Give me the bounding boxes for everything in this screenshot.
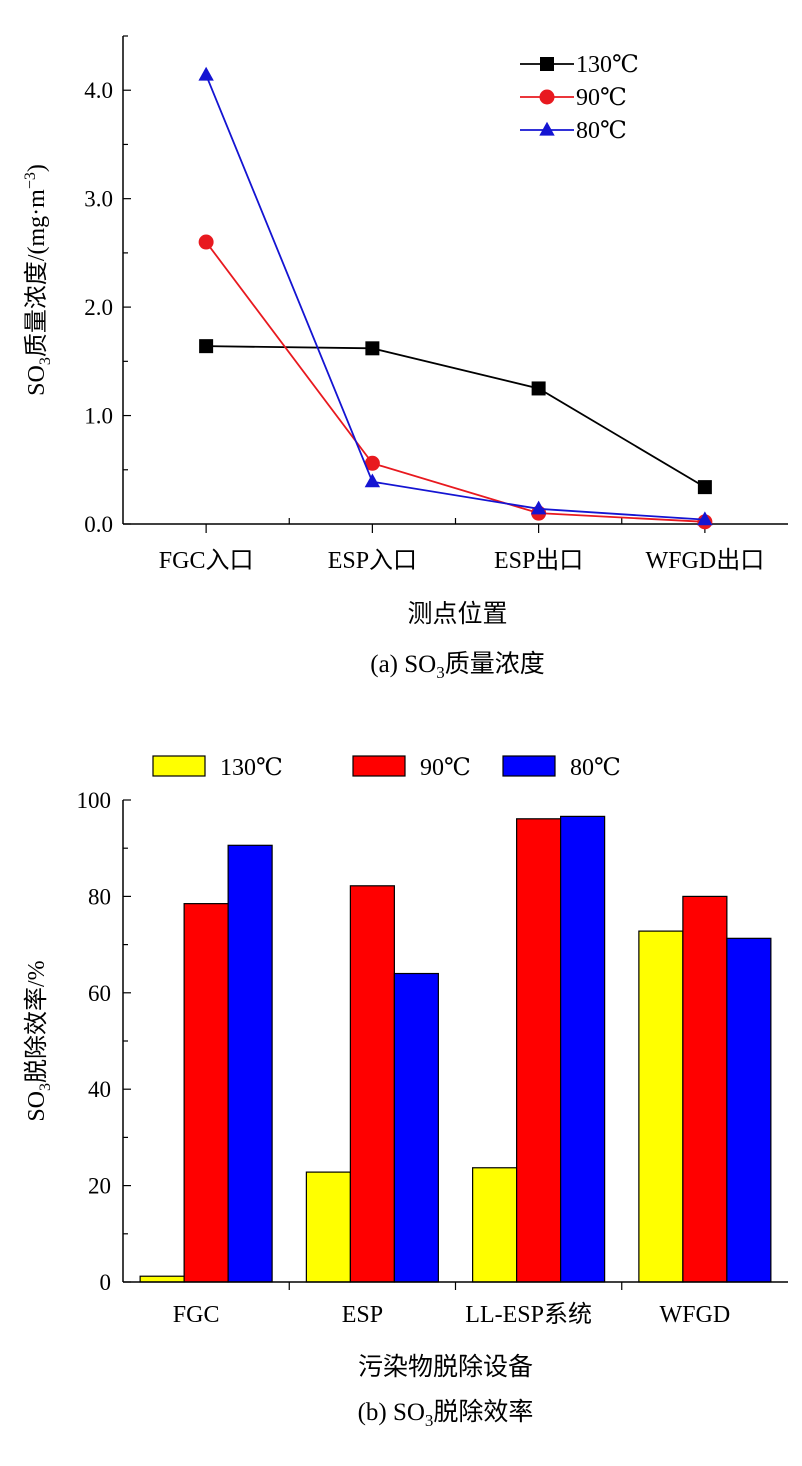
x-tick-label-a: WFGD出口 xyxy=(646,547,765,574)
data-point-0-3 xyxy=(697,480,712,495)
bar-1-1 xyxy=(349,885,395,1283)
data-point-2-2 xyxy=(530,500,547,515)
x-axis-label-b: 污染物脱除设备 xyxy=(358,1353,533,1381)
data-point-2-3 xyxy=(697,511,713,526)
data-point-2-0 xyxy=(198,66,214,81)
series-line-2 xyxy=(205,74,705,521)
bar-2-0 xyxy=(227,844,273,1283)
legend-label-a-1: 90℃ xyxy=(576,85,627,111)
bar-2-3 xyxy=(726,937,772,1283)
chart-a-concentration: 0.0 1.0 2.0 3.0 4.0 FGC入口 ESP入口 ESP出口 WFGD出口 SO3质… xyxy=(22,35,788,682)
data-point-1-0 xyxy=(198,234,214,250)
bar-0-1 xyxy=(305,1171,351,1283)
y-tick-label-b: 100 xyxy=(77,788,112,813)
bar-0-2 xyxy=(472,1167,518,1283)
x-tick-label-b: ESP xyxy=(342,1302,383,1328)
legend-label-b-0: 130℃ xyxy=(220,755,283,781)
bar-1-3 xyxy=(682,895,728,1283)
legend-marker-a-2 xyxy=(539,121,555,136)
bar-2-1 xyxy=(393,972,439,1283)
x-tick-label-b: WFGD xyxy=(660,1302,731,1328)
x-tick-label-a: FGC入口 xyxy=(159,548,254,574)
y-tick-label-b: 20 xyxy=(88,1174,111,1199)
x-tick-label-b: FGC xyxy=(173,1302,220,1328)
bar-2-2 xyxy=(560,815,606,1283)
bar-0-0 xyxy=(139,1275,185,1283)
bar-1-0 xyxy=(183,903,229,1283)
y-tick-label-b: 80 xyxy=(88,884,111,909)
bar-0-3 xyxy=(638,930,684,1283)
y-axis-label-b: SO3脱除效率/% xyxy=(23,960,54,1121)
data-point-0-2 xyxy=(531,381,546,396)
data-point-1-1 xyxy=(364,455,380,471)
y-tick-label-b: 0 xyxy=(100,1270,112,1295)
y-tick-label-a: 0.0 xyxy=(84,512,113,537)
y-tick-label-a: 1.0 xyxy=(84,404,113,429)
legend-swatch-b-0 xyxy=(152,755,206,777)
data-point-0-0 xyxy=(199,339,214,354)
legend-label-b-2: 80℃ xyxy=(570,755,621,781)
chart-b-removal-efficiency: 0 20 40 60 80 100 FGC ESP LL-ESP系统 WFGD SO3脱除效率/% 污… xyxy=(23,755,788,1430)
y-tick-label-b: 60 xyxy=(88,981,111,1006)
x-tick-label-b: LL-ESP系统 xyxy=(465,1301,592,1328)
data-point-2-1 xyxy=(364,473,381,488)
x-tick-label-a: ESP出口 xyxy=(494,547,583,574)
x-axis-label-a: 测点位置 xyxy=(407,600,507,628)
legend-label-b-1: 90℃ xyxy=(420,755,471,781)
legend-marker-a-0 xyxy=(540,57,554,71)
y-tick-label-b: 40 xyxy=(88,1077,111,1102)
series-line-1 xyxy=(205,241,705,523)
x-tick-label-a: ESP入口 xyxy=(328,548,417,574)
bar-1-2 xyxy=(516,818,562,1283)
legend-swatch-b-2 xyxy=(502,755,556,777)
y-axis-label-a: SO3质量浓度/(mg·m−3) xyxy=(22,164,54,396)
legend-label-a-0: 130℃ xyxy=(576,52,639,78)
data-point-0-1 xyxy=(365,341,380,356)
y-tick-label-a: 4.0 xyxy=(84,78,113,103)
caption-a: (a) SO3质量浓度 xyxy=(370,650,544,682)
caption-b: (b) SO3脱除效率 xyxy=(358,1398,534,1430)
legend-label-a-2: 80℃ xyxy=(576,118,627,144)
y-tick-label-a: 2.0 xyxy=(84,295,113,320)
legend-marker-a-1 xyxy=(539,89,555,105)
y-tick-label-a: 3.0 xyxy=(84,187,113,212)
legend-swatch-b-1 xyxy=(352,755,406,777)
series-line-0 xyxy=(206,345,706,488)
